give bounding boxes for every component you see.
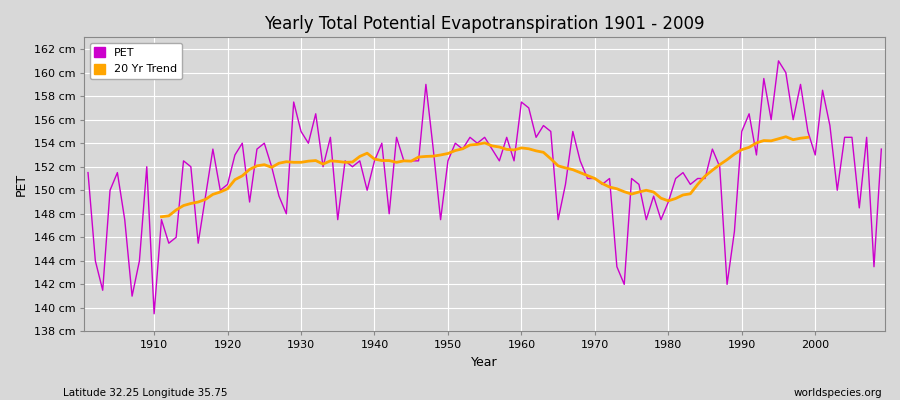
Y-axis label: PET: PET <box>15 173 28 196</box>
Text: Latitude 32.25 Longitude 35.75: Latitude 32.25 Longitude 35.75 <box>63 388 228 398</box>
Title: Yearly Total Potential Evapotranspiration 1901 - 2009: Yearly Total Potential Evapotranspiratio… <box>265 15 705 33</box>
Legend: PET, 20 Yr Trend: PET, 20 Yr Trend <box>90 43 182 79</box>
Text: worldspecies.org: worldspecies.org <box>794 388 882 398</box>
X-axis label: Year: Year <box>472 356 498 369</box>
